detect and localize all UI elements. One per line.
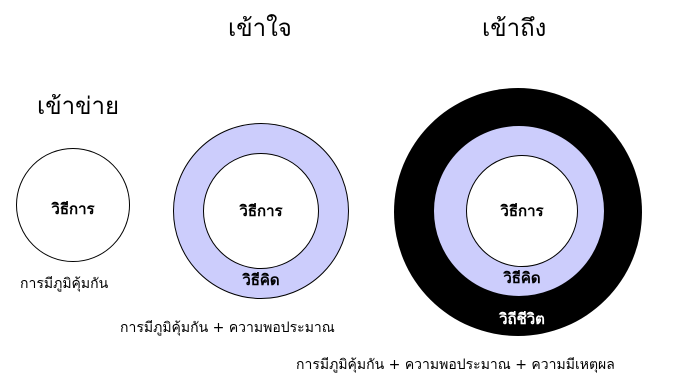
- diagram2-method-circle: [203, 153, 319, 269]
- diagram3-method-circle: [466, 155, 578, 267]
- diagram3-caption: การมีภูมิคุ้มกัน + ความพอประมาณ + ความมี…: [296, 357, 615, 373]
- diagram3-method-label: วิธีการ: [500, 202, 544, 220]
- diagram1-method-circle: [16, 148, 130, 262]
- diagram3-thinking-label: วิธีคิด: [503, 269, 541, 287]
- heading-stage-3: เข้าถึง: [482, 14, 547, 42]
- diagram2-caption: การมีภูมิคุ้มกัน + ความพอประมาณ: [120, 320, 335, 336]
- diagram2-thinking-label: วิธีคิด: [242, 271, 280, 289]
- heading-stage-1: เข้าข่าย: [37, 92, 120, 120]
- heading-stage-2: เข้าใจ: [228, 14, 292, 42]
- diagram1-method-label: วิธีการ: [51, 200, 95, 218]
- diagram2-method-label: วิธีการ: [239, 202, 283, 220]
- diagram1-caption: การมีภูมิคุ้มกัน: [20, 276, 109, 292]
- diagram3-lifestyle-label: วิถีชีวิต: [499, 310, 545, 328]
